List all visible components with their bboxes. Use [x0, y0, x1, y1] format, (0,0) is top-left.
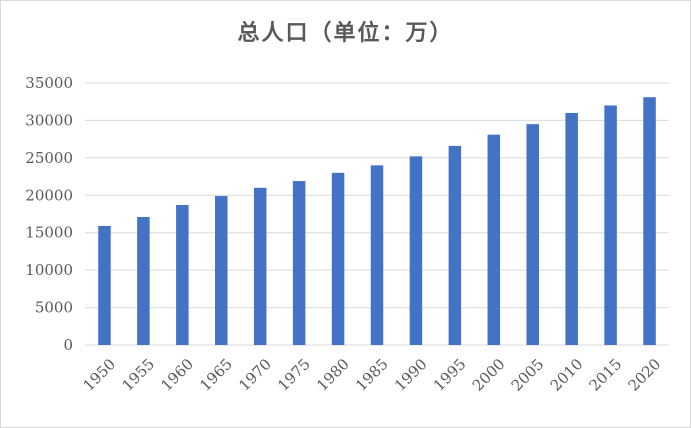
- x-tick-label: 1950: [79, 355, 119, 395]
- x-tick-label: 1970: [235, 355, 275, 395]
- y-tick-label: 5000: [35, 299, 73, 317]
- bar-2010: [565, 112, 578, 345]
- x-tick-label: 1960: [157, 355, 197, 395]
- bar-2020: [643, 97, 656, 345]
- x-tick-label: 2000: [469, 355, 509, 395]
- bar-1950: [98, 225, 111, 345]
- x-tick-label: 1955: [118, 355, 158, 395]
- bar-2005: [526, 124, 539, 346]
- y-axis-tick-labels: 0 5000 10000 15000 20000 25000 30000 35000: [25, 74, 73, 354]
- y-tick-label: 10000: [25, 261, 73, 279]
- x-tick-label: 2015: [586, 355, 626, 395]
- x-tick-label: 2010: [547, 355, 587, 395]
- bar-1995: [448, 145, 462, 345]
- x-axis-tick-labels: 1950 1955 1960 1965 1970 1975 1980 1985 1990 1995…: [79, 355, 664, 395]
- x-tick-label: 1990: [391, 355, 431, 395]
- x-tick-label: 2005: [508, 355, 548, 395]
- y-tick-label: 25000: [25, 149, 73, 167]
- x-tick-label: 1985: [352, 355, 392, 395]
- bar-2015: [604, 105, 617, 345]
- bar-1980: [331, 172, 345, 345]
- bar-1975: [292, 181, 306, 345]
- y-tick-label: 20000: [25, 186, 73, 204]
- chart-title: 总人口（单位：万）: [237, 21, 454, 46]
- bar-1970: [253, 187, 267, 345]
- bar-1985: [370, 165, 384, 345]
- bar-1960: [176, 205, 189, 345]
- y-tick-label: 0: [63, 336, 73, 354]
- x-tick-label: 1995: [430, 355, 470, 395]
- x-tick-label: 1975: [274, 355, 314, 395]
- bar-2000: [487, 134, 501, 345]
- bar-1955: [137, 216, 150, 345]
- x-tick-label: 1965: [196, 355, 236, 395]
- bars: [98, 97, 656, 346]
- x-tick-label: 2020: [625, 355, 665, 395]
- bar-1965: [215, 196, 228, 345]
- y-tick-label: 30000: [25, 111, 73, 129]
- bar-1990: [409, 156, 423, 345]
- y-tick-label: 35000: [25, 74, 73, 92]
- y-tick-label: 15000: [25, 224, 73, 242]
- x-tick-label: 1980: [313, 355, 353, 395]
